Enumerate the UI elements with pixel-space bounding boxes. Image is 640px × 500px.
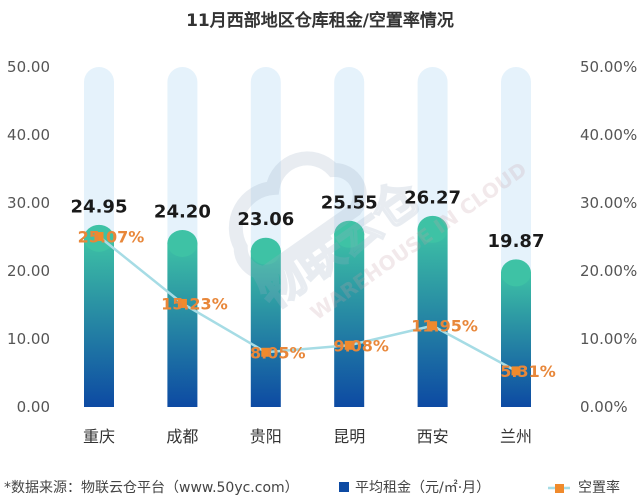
vacancy-marker bbox=[511, 366, 521, 376]
vacancy-marker bbox=[177, 298, 187, 308]
category-label: 重庆 bbox=[83, 427, 115, 446]
legend: 平均租金（元/㎡·月） 空置率 bbox=[339, 479, 620, 496]
right-axis-ticks: 0.00% 10.00% 20.00% 30.00% 40.00% 50.00% bbox=[580, 58, 637, 416]
vacancy-marker bbox=[261, 347, 271, 357]
left-axis-tick: 20.00 bbox=[7, 262, 50, 280]
bar bbox=[84, 237, 114, 407]
right-axis-tick: 50.00% bbox=[580, 58, 637, 76]
left-axis-tick: 0.00 bbox=[17, 398, 50, 416]
bar bbox=[167, 242, 198, 407]
vacancy-value-labels: 25.07% 15.23% 8.05% 9.08% 11.95% 5.31% bbox=[78, 228, 556, 381]
category-label: 昆明 bbox=[333, 427, 365, 446]
left-axis-tick: 40.00 bbox=[7, 126, 50, 144]
vacancy-marker bbox=[344, 340, 354, 350]
bar-value-labels: 24.95 24.20 23.06 25.55 26.27 19.87 bbox=[71, 187, 545, 252]
category-label: 成都 bbox=[166, 427, 198, 446]
bar-cap bbox=[501, 259, 531, 287]
category-labels: 重庆 成都 贵阳 昆明 西安 兰州 bbox=[83, 427, 532, 446]
bar-cap bbox=[250, 237, 281, 265]
bar bbox=[334, 233, 365, 407]
bar-value-label: 19.87 bbox=[488, 231, 545, 252]
legend-bar-label: 平均租金（元/㎡·月） bbox=[355, 480, 490, 496]
bar-cap bbox=[334, 220, 365, 248]
bar bbox=[250, 250, 281, 407]
category-label: 西安 bbox=[417, 427, 449, 446]
vacancy-markers bbox=[94, 232, 521, 376]
right-axis-tick: 20.00% bbox=[580, 262, 637, 280]
vacancy-marker bbox=[94, 232, 104, 242]
bar-value-label: 26.27 bbox=[404, 187, 461, 208]
bar-value-label: 25.55 bbox=[321, 192, 378, 213]
bar bbox=[501, 271, 531, 407]
left-axis-tick: 10.00 bbox=[7, 330, 50, 348]
vacancy-value-label: 11.95% bbox=[411, 317, 478, 336]
bar-cap bbox=[167, 229, 198, 257]
chart-title: 11月西部地区仓库租金/空置率情况 bbox=[186, 10, 454, 31]
category-label: 贵阳 bbox=[250, 427, 282, 446]
bar-cap bbox=[417, 215, 448, 243]
vacancy-value-label: 15.23% bbox=[161, 294, 228, 313]
vacancy-marker bbox=[428, 321, 438, 331]
right-axis-tick: 40.00% bbox=[580, 126, 637, 144]
vacancy-value-label: 9.08% bbox=[333, 336, 389, 355]
bar-value-label: 24.95 bbox=[71, 196, 128, 217]
cloud-logo-icon bbox=[228, 151, 367, 280]
left-axis-tick: 30.00 bbox=[7, 194, 50, 212]
vacancy-value-label: 25.07% bbox=[78, 228, 145, 247]
vacancy-value-label: 8.05% bbox=[250, 343, 306, 362]
legend-marker-swatch bbox=[555, 484, 564, 493]
right-axis-tick: 30.00% bbox=[580, 194, 637, 212]
source-note: *数据来源：物联云仓平台（www.50yc.com） bbox=[4, 480, 299, 496]
left-axis-tick: 50.00 bbox=[7, 58, 50, 76]
left-axis-ticks: 0.00 10.00 20.00 30.00 40.00 50.00 bbox=[7, 58, 50, 416]
bars bbox=[84, 215, 531, 407]
category-label: 兰州 bbox=[500, 427, 532, 446]
bar-value-label: 24.20 bbox=[154, 201, 211, 222]
bar-value-label: 23.06 bbox=[237, 209, 294, 230]
bar bbox=[417, 228, 448, 407]
right-axis-tick: 0.00% bbox=[580, 398, 628, 416]
vacancy-line bbox=[98, 235, 517, 372]
vacancy-value-label: 5.31% bbox=[500, 362, 556, 381]
legend-bar-swatch bbox=[339, 482, 349, 492]
legend-line-label: 空置率 bbox=[578, 479, 620, 496]
right-axis-tick: 10.00% bbox=[580, 330, 637, 348]
